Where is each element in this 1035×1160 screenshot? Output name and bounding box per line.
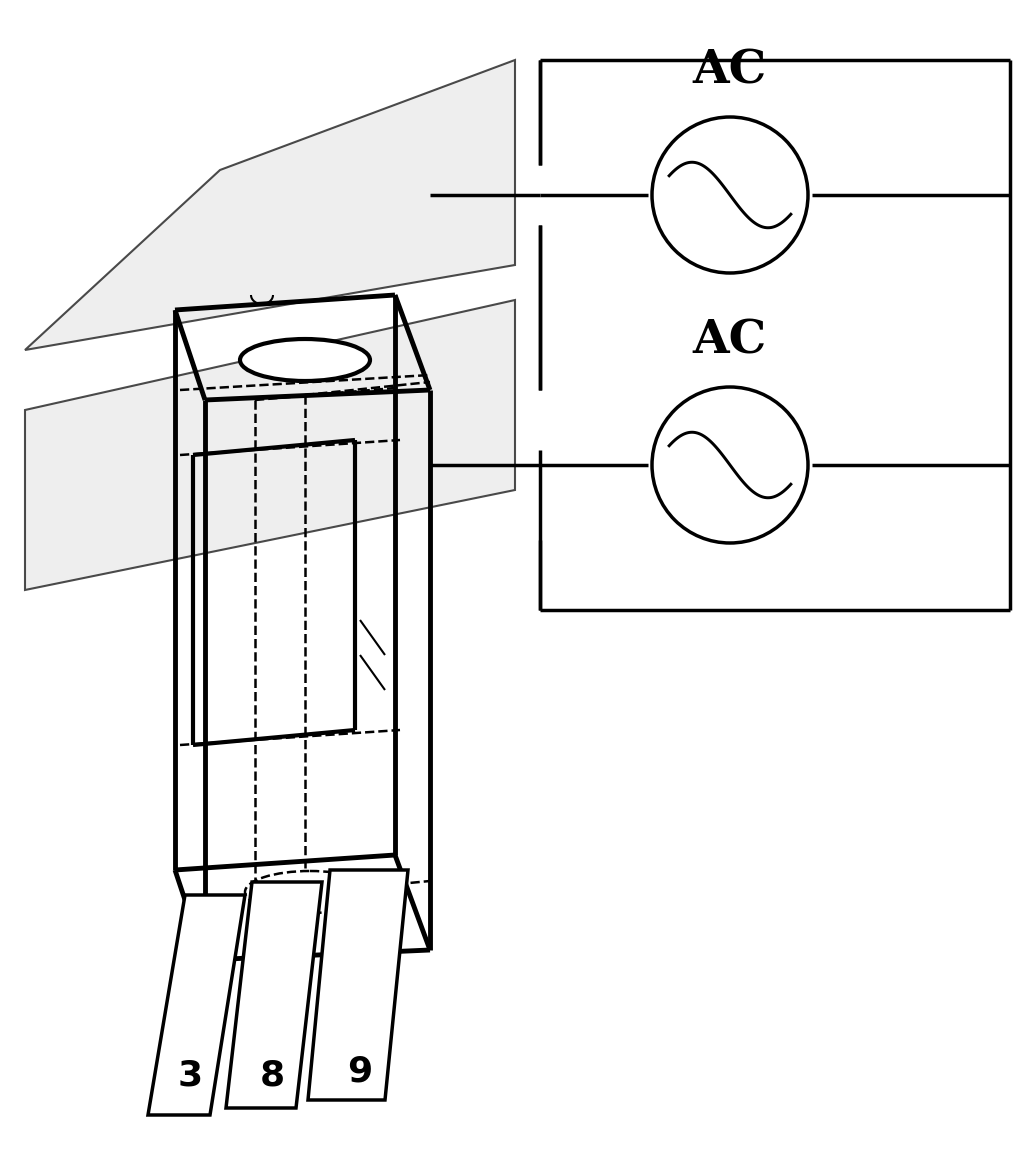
Text: 9: 9 [348, 1054, 373, 1089]
Text: 3: 3 [177, 1058, 203, 1092]
Ellipse shape [245, 871, 375, 913]
Text: AC: AC [692, 48, 767, 93]
Polygon shape [25, 300, 515, 590]
Text: AC: AC [692, 317, 767, 363]
Polygon shape [148, 896, 245, 1115]
Polygon shape [226, 882, 322, 1108]
Ellipse shape [240, 339, 369, 380]
Polygon shape [308, 870, 408, 1100]
Polygon shape [25, 60, 515, 350]
Text: 8: 8 [260, 1058, 285, 1092]
Circle shape [652, 117, 808, 273]
Circle shape [652, 387, 808, 543]
